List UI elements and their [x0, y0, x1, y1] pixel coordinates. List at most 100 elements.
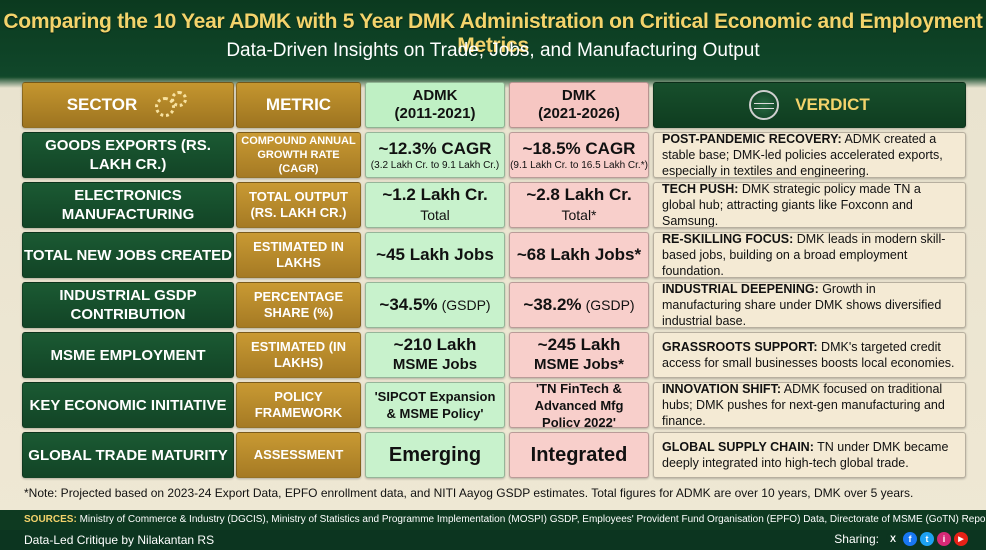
dmk-value: ~68 Lakh Jobs* [516, 245, 642, 264]
verdict-text: DMK strategic policy made TN a global hu… [662, 182, 921, 228]
gears-icon [155, 91, 189, 119]
header: Comparing the 10 Year ADMK with 5 Year D… [0, 0, 986, 76]
row-sector: TOTAL NEW JOBS CREATED [22, 232, 234, 278]
row-sector: GLOBAL TRADE MATURITY [22, 432, 234, 478]
dmk-value: Integrated [530, 444, 628, 466]
row-metric: ESTIMATED (IN LAKHS) [236, 332, 361, 378]
share-bar: Sharing: X f t i ▶ [834, 532, 968, 546]
verdict-text: TN under DMK became deeply integrated in… [662, 440, 949, 470]
instagram-icon[interactable]: i [937, 532, 951, 546]
row-sector: KEY ECONOMIC INITIATIVE [22, 382, 234, 428]
column-header-sector: SECTOR [22, 82, 234, 128]
row-dmk-value: Integrated [509, 432, 649, 478]
row-admk-value: ~45 Lakh Jobs [365, 232, 505, 278]
verdict-text: ADMK focused on traditional hubs; DMK pu… [662, 382, 945, 428]
column-header-admk-label: ADMK [412, 87, 458, 104]
youtube-icon[interactable]: ▶ [954, 532, 968, 546]
row-sector: GOODS EXPORTS (RS. LAKH CR.) [22, 132, 234, 178]
column-header-verdict: VERDICT [653, 82, 966, 128]
dmk-note: MSME Jobs* [533, 356, 624, 373]
admk-value: ~34.5% [379, 295, 438, 314]
row-admk-value: ~12.3% CAGR (3.2 Lakh Cr. to 9.1 Lakh Cr… [365, 132, 505, 178]
column-header-verdict-label: VERDICT [795, 95, 870, 114]
row-dmk-value: ~18.5% CAGR (9.1 Lakh Cr. to 16.5 Lakh C… [509, 132, 649, 178]
row-metric: PERCENTAGE SHARE (%) [236, 282, 361, 328]
row-verdict: GRASSROOTS SUPPORT: DMK's targeted credi… [653, 332, 966, 378]
row-metric: COMPOUND ANNUAL GROWTH RATE (CAGR) [236, 132, 361, 178]
dmk-note: (9.1 Lakh Cr. to 16.5 Lakh Cr.*) [510, 159, 648, 171]
verdict-lead: INNOVATION SHIFT: [662, 382, 781, 396]
sources-text: Ministry of Commerce & Industry (DGCIS),… [76, 514, 986, 525]
dmk-value: ~38.2% [523, 295, 582, 314]
admk-note: MSME Jobs [392, 356, 478, 373]
row-sector: INDUSTRIAL GSDP CONTRIBUTION [22, 282, 234, 328]
row-metric: ESTIMATED IN LAKHS [236, 232, 361, 278]
sources-bar: SOURCES: Ministry of Commerce & Industry… [0, 510, 986, 530]
row-admk-value: 'SIPCOT Expansion & MSME Policy' [365, 382, 505, 428]
dmk-value: ~2.8 Lakh Cr. [526, 185, 632, 204]
x-icon[interactable]: X [886, 532, 900, 546]
admk-value: Emerging [388, 444, 482, 466]
row-dmk-value: ~38.2% (GSDP) [509, 282, 649, 328]
column-header-admk-years: (2011-2021) [394, 105, 476, 122]
verdict-lead: POST-PANDEMIC RECOVERY: [662, 132, 842, 146]
comparison-table: SECTOR METRIC ADMK (2011-2021) DMK (2021… [20, 80, 968, 480]
globe-exports-icon [749, 90, 780, 120]
admk-note: (GSDP) [441, 297, 491, 313]
row-metric: TOTAL OUTPUT (RS. LAKH CR.) [236, 182, 361, 228]
admk-value: ~210 Lakh [393, 335, 477, 354]
row-verdict: TECH PUSH: DMK strategic policy made TN … [653, 182, 966, 228]
row-admk-value: ~34.5% (GSDP) [365, 282, 505, 328]
column-header-metric: METRIC [236, 82, 361, 128]
row-sector: MSME EMPLOYMENT [22, 332, 234, 378]
row-verdict: INNOVATION SHIFT: ADMK focused on tradit… [653, 382, 966, 428]
sources-label: SOURCES: [24, 514, 77, 525]
dmk-note: Total* [561, 207, 597, 223]
page-subtitle: Data-Driven Insights on Trade, Jobs, and… [226, 40, 760, 61]
column-header-sector-label: SECTOR [66, 95, 138, 114]
admk-note: Total [420, 207, 450, 223]
dmk-value: ~18.5% CAGR [522, 138, 636, 158]
column-header-dmk-years: (2021-2026) [538, 105, 620, 122]
dmk-value: ~245 Lakh [537, 335, 621, 354]
author-credit: Data-Led Critique by Nilakantan RS [24, 533, 215, 547]
page-title: Comparing the 10 Year ADMK with 5 Year D… [3, 10, 983, 57]
row-dmk-value: ~68 Lakh Jobs* [509, 232, 649, 278]
column-header-dmk-label: DMK [561, 87, 597, 104]
column-header-dmk: DMK (2021-2026) [509, 82, 649, 128]
verdict-text: Growth in manufacturing share under DMK … [662, 282, 942, 328]
facebook-icon[interactable]: f [903, 532, 917, 546]
row-dmk-value: 'TN FinTech & Advanced Mfg Policy 2022' [509, 382, 649, 428]
row-admk-value: ~1.2 Lakh Cr. Total [365, 182, 505, 228]
dmk-note: (GSDP) [585, 297, 635, 313]
verdict-text: DMK leads in modern skill-based jobs, bu… [662, 232, 946, 278]
row-verdict: POST-PANDEMIC RECOVERY: ADMK created a s… [653, 132, 966, 178]
admk-value: 'SIPCOT Expansion & MSME Policy' [374, 389, 496, 421]
row-metric: POLICY FRAMEWORK [236, 382, 361, 428]
row-admk-value: ~210 Lakh MSME Jobs [365, 332, 505, 378]
dmk-value: 'TN FinTech & Advanced Mfg Policy 2022' [534, 382, 624, 428]
row-dmk-value: ~245 Lakh MSME Jobs* [509, 332, 649, 378]
verdict-lead: RE-SKILLING FOCUS: [662, 232, 794, 246]
sharing-label: Sharing: [834, 532, 879, 546]
row-verdict: RE-SKILLING FOCUS: DMK leads in modern s… [653, 232, 966, 278]
row-metric: ASSESSMENT [236, 432, 361, 478]
row-dmk-value: ~2.8 Lakh Cr. Total* [509, 182, 649, 228]
admk-note: (3.2 Lakh Cr. to 9.1 Lakh Cr.) [370, 159, 500, 171]
row-sector: ELECTRONICS MANUFACTURING [22, 182, 234, 228]
verdict-lead: GLOBAL SUPPLY CHAIN: [662, 440, 814, 454]
verdict-lead: GRASSROOTS SUPPORT: [662, 340, 818, 354]
row-verdict: INDUSTRIAL DEEPENING: Growth in manufact… [653, 282, 966, 328]
verdict-lead: INDUSTRIAL DEEPENING: [662, 282, 819, 296]
admk-value: ~45 Lakh Jobs [376, 245, 494, 264]
verdict-lead: TECH PUSH: [662, 182, 739, 196]
admk-value: ~12.3% CAGR [378, 138, 492, 158]
row-admk-value: Emerging [365, 432, 505, 478]
verdict-text: DMK's targeted credit access for small b… [662, 340, 955, 370]
footer: Data-Led Critique by Nilakantan RS Shari… [0, 530, 986, 550]
admk-value: ~1.2 Lakh Cr. [382, 185, 488, 204]
row-verdict: GLOBAL SUPPLY CHAIN: TN under DMK became… [653, 432, 966, 478]
column-header-admk: ADMK (2011-2021) [365, 82, 505, 128]
twitter-icon[interactable]: t [920, 532, 934, 546]
